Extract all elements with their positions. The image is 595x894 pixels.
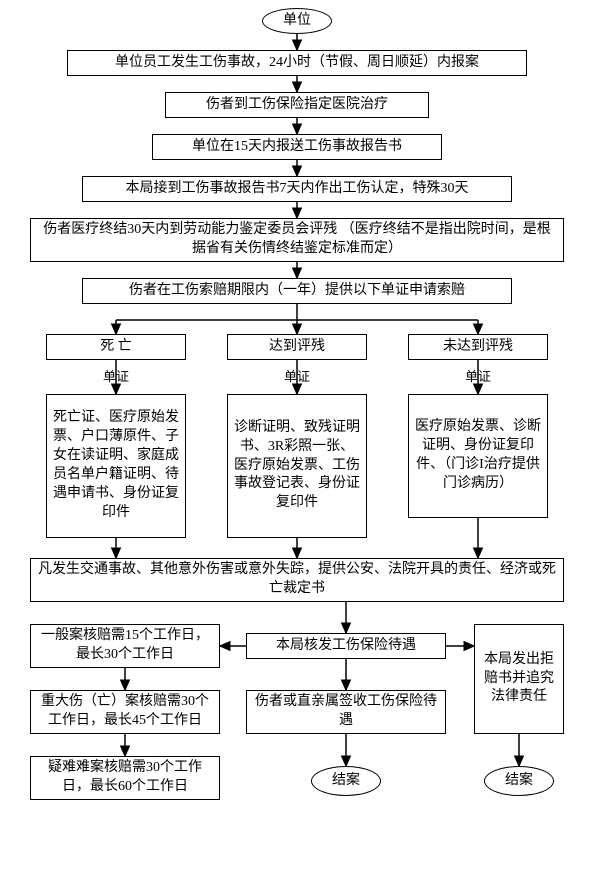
edge-label-lab_a: 单证 xyxy=(96,368,136,386)
process-n4: 本局接到工伤事故报告书7天内作出工伤认定，特殊30天 xyxy=(82,176,512,202)
process-n1: 单位员工发生工伤事故，24小时（节假、周日顺延）内报案 xyxy=(67,50,527,76)
process-n12: 伤者或直亲属签收工伤保险待遇 xyxy=(246,690,446,734)
process-n10a: 一般案核赔需15个工作日，最长30个工作日 xyxy=(30,624,220,668)
edge-label-lab_b: 单证 xyxy=(277,368,317,386)
process-n9: 凡发生交通事故、其他意外伤害或意外失踪，提供公安、法院开具的责任、经济或死亡裁定… xyxy=(30,558,564,602)
process-n2: 伤者到工伤保险指定医院治疗 xyxy=(165,92,429,118)
terminal-n14a: 结案 xyxy=(311,766,381,796)
process-n5: 伤者医疗终结30天内到劳动能力鉴定委员会评残 （医疗终结不是指出院时间，是根据省… xyxy=(30,218,564,262)
process-n10c: 疑难难案核赔需30个工作日，最长60个工作日 xyxy=(30,756,220,800)
process-n10b: 重大伤（亡）案核赔需30个工作日，最长45个工作日 xyxy=(30,690,220,734)
process-n7a: 死 亡 xyxy=(46,334,186,360)
terminal-n0: 单位 xyxy=(262,8,332,34)
process-n8c: 医疗原始发票、诊断证明、身份证复印件、（门诊I治疗提供门诊病历） xyxy=(408,394,548,518)
process-n3: 单位在15天内报送工伤事故报告书 xyxy=(152,134,442,160)
process-n8b: 诊断证明、致残证明书、3R彩照一张、医疗原始发票、工伤事故登记表、身份证复印件 xyxy=(227,394,367,538)
process-n8a: 死亡证、医疗原始发票、户口薄原件、子女在读证明、家庭成员名单户籍证明、待遇申请书… xyxy=(46,394,186,538)
process-n7c: 未达到评残 xyxy=(408,334,548,360)
terminal-n14b: 结案 xyxy=(484,766,554,796)
process-n13: 本局发出拒赔书并追究法律责任 xyxy=(474,624,564,734)
edge-label-lab_c: 单证 xyxy=(458,368,498,386)
process-n7b: 达到评残 xyxy=(227,334,367,360)
process-n6: 伤者在工伤索赔期限内（一年）提供以下单证申请索赔 xyxy=(82,278,512,304)
process-n11: 本局核发工伤保险待遇 xyxy=(246,633,446,659)
